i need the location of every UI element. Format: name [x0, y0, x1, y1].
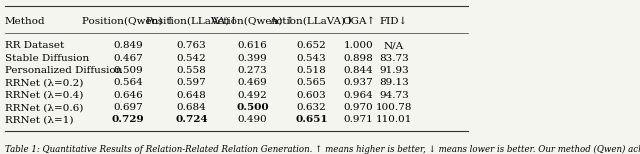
Text: Method: Method: [4, 17, 45, 26]
Text: 0.729: 0.729: [112, 116, 145, 124]
Text: 0.648: 0.648: [177, 91, 207, 100]
Text: 0.273: 0.273: [238, 66, 268, 75]
Text: 0.597: 0.597: [177, 78, 207, 87]
Text: 89.13: 89.13: [379, 78, 408, 87]
Text: 0.697: 0.697: [113, 103, 143, 112]
Text: 0.469: 0.469: [238, 78, 268, 87]
Text: N/A: N/A: [384, 41, 404, 50]
Text: 0.652: 0.652: [296, 41, 326, 50]
Text: 0.518: 0.518: [296, 66, 326, 75]
Text: 0.500: 0.500: [236, 103, 269, 112]
Text: 0.558: 0.558: [177, 66, 207, 75]
Text: 0.646: 0.646: [113, 91, 143, 100]
Text: 0.399: 0.399: [238, 54, 268, 63]
Text: 0.970: 0.970: [344, 103, 373, 112]
Text: 0.603: 0.603: [296, 91, 326, 100]
Text: 0.898: 0.898: [344, 54, 373, 63]
Text: 91.93: 91.93: [379, 66, 408, 75]
Text: 0.632: 0.632: [296, 103, 326, 112]
Text: 0.651: 0.651: [295, 116, 328, 124]
Text: 0.509: 0.509: [113, 66, 143, 75]
Text: 0.684: 0.684: [177, 103, 207, 112]
Text: 0.763: 0.763: [177, 41, 207, 50]
Text: 0.564: 0.564: [113, 78, 143, 87]
Text: Stable Diffusion: Stable Diffusion: [4, 54, 89, 63]
Text: FID↓: FID↓: [380, 17, 408, 26]
Text: 0.849: 0.849: [113, 41, 143, 50]
Text: 0.724: 0.724: [175, 116, 208, 124]
Text: 0.971: 0.971: [344, 116, 373, 124]
Text: Personalized Diffusion: Personalized Diffusion: [4, 66, 122, 75]
Text: OGA↑: OGA↑: [342, 17, 375, 26]
Text: 0.844: 0.844: [344, 66, 373, 75]
Text: 94.73: 94.73: [379, 91, 408, 100]
Text: 0.964: 0.964: [344, 91, 373, 100]
Text: 0.543: 0.543: [296, 54, 326, 63]
Text: 0.616: 0.616: [238, 41, 268, 50]
Text: Position(LLaVA)↑: Position(LLaVA)↑: [145, 17, 238, 26]
Text: RRNet (λ=1): RRNet (λ=1): [4, 116, 73, 124]
Text: Position(Qwen) ↑: Position(Qwen) ↑: [82, 17, 174, 26]
Text: 100.78: 100.78: [376, 103, 412, 112]
Text: 83.73: 83.73: [379, 54, 408, 63]
Text: RRNet (λ=0.4): RRNet (λ=0.4): [4, 91, 83, 100]
Text: 0.542: 0.542: [177, 54, 207, 63]
Text: 0.937: 0.937: [344, 78, 373, 87]
Text: 0.492: 0.492: [238, 91, 268, 100]
Text: 1.000: 1.000: [344, 41, 373, 50]
Text: RR Dataset: RR Dataset: [4, 41, 64, 50]
Text: RRNet (λ=0.6): RRNet (λ=0.6): [4, 103, 83, 112]
Text: RRNet (λ=0.2): RRNet (λ=0.2): [4, 78, 83, 87]
Text: Action(Qwen) ↑: Action(Qwen) ↑: [211, 17, 295, 26]
Text: 110.01: 110.01: [376, 116, 412, 124]
Text: 0.490: 0.490: [238, 116, 268, 124]
Text: 0.467: 0.467: [113, 54, 143, 63]
Text: 0.565: 0.565: [296, 78, 326, 87]
Text: Action(LLaVA)↑: Action(LLaVA)↑: [269, 17, 354, 26]
Text: Table 1: Quantitative Results of Relation-Related Relation Generation. ↑ means h: Table 1: Quantitative Results of Relatio…: [4, 145, 640, 154]
